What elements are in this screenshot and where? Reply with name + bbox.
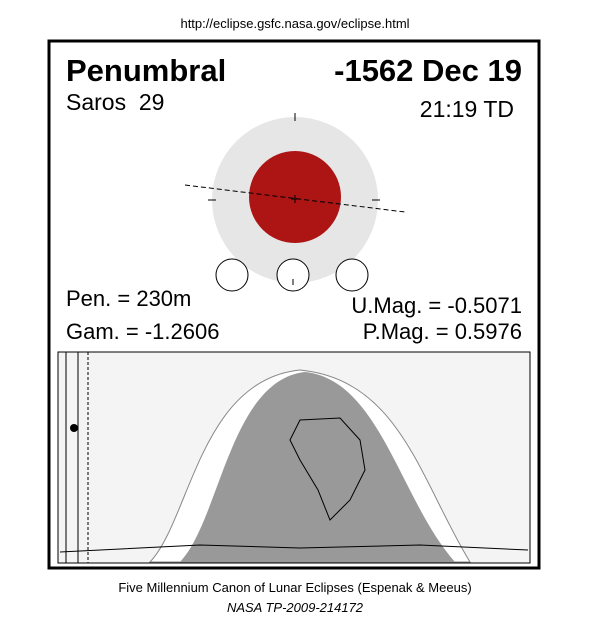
ecliptic	[184, 184, 406, 213]
footer-ref: NASA TP-2009-214172	[227, 600, 364, 615]
pen-duration: Pen. = 230m	[66, 286, 191, 311]
footer-title: Five Millennium Canon of Lunar Eclipses …	[118, 580, 471, 595]
umbral-mag: U.Mag. = -0.5071	[351, 293, 522, 318]
eclipse-type: Penumbral	[66, 53, 226, 88]
subsolar-point	[70, 424, 78, 432]
world-map	[57, 351, 531, 564]
antarctica-outline	[59, 544, 529, 553]
frame	[47, 39, 541, 570]
contact-circle	[276, 258, 310, 292]
visibility-region	[180, 372, 455, 562]
contact-circle	[335, 258, 369, 292]
continent-outline	[289, 417, 366, 521]
time: 21:19 TD	[420, 96, 514, 122]
source-url: http://eclipse.gsfc.nasa.gov/eclipse.htm…	[180, 16, 409, 31]
eclipse-date: -1562 Dec 19	[334, 53, 522, 88]
saros: Saros 29	[66, 89, 164, 115]
penumbral-mag: P.Mag. = 0.5976	[363, 319, 522, 344]
gamma: Gam. = -1.2606	[66, 319, 219, 344]
contact-circle	[215, 258, 249, 292]
eclipse-geometry	[184, 113, 406, 292]
